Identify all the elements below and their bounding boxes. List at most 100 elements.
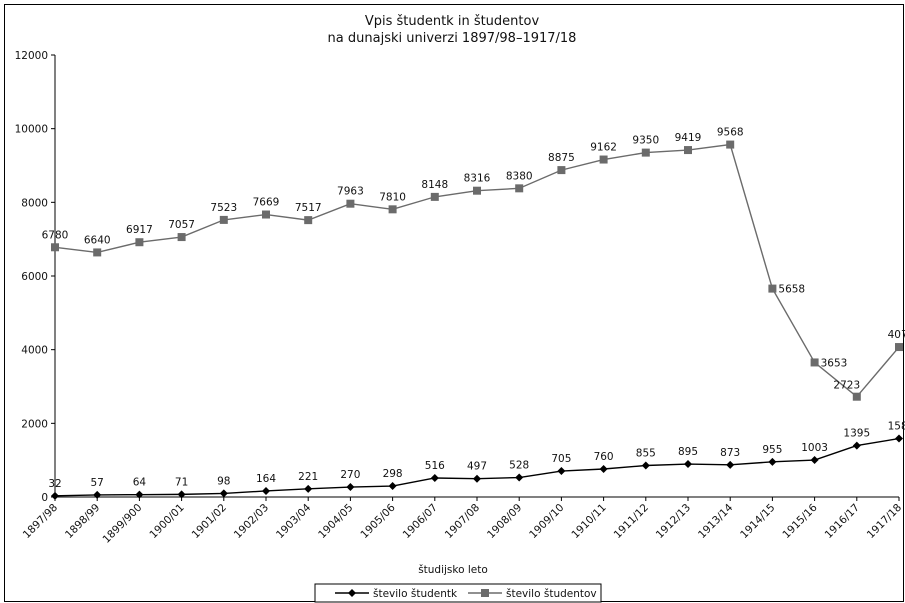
x-axis-label: študijsko leto	[418, 564, 488, 576]
data-point-diamond	[895, 434, 903, 443]
data-point-square	[726, 140, 735, 149]
data-label: 164	[256, 473, 276, 485]
data-label: 221	[298, 471, 318, 483]
data-label: 9568	[717, 127, 744, 139]
chart-frame	[4, 4, 904, 602]
data-point-diamond	[135, 490, 144, 499]
data-point-diamond	[515, 473, 524, 482]
data-label: 7057	[168, 219, 195, 231]
data-point-square	[768, 284, 777, 293]
x-tick-label: 1897/98	[21, 502, 60, 541]
legend-marker-diamond-icon	[348, 589, 356, 597]
data-label: 7963	[337, 186, 364, 198]
data-point-square	[219, 215, 228, 224]
data-point-diamond	[93, 490, 102, 499]
data-label: 1588	[888, 421, 905, 433]
x-tick-label: 1913/14	[696, 501, 736, 541]
x-tick-label: 1912/13	[654, 502, 693, 541]
legend-marker-square-icon	[481, 589, 489, 597]
legend-label-students-m: število študentov	[506, 588, 597, 600]
data-point-square	[262, 210, 270, 219]
data-label: 6640	[84, 234, 111, 246]
data-label: 4071	[888, 329, 905, 341]
data-point-square	[346, 199, 355, 208]
x-tick-label: 1900/01	[147, 502, 186, 541]
x-tick-label: 1899/900	[100, 502, 144, 546]
data-point-diamond	[262, 486, 270, 495]
data-point-diamond	[557, 467, 566, 476]
x-tick-label: 1909/10	[527, 502, 566, 541]
data-point-square	[810, 358, 819, 367]
data-label: 9162	[590, 142, 617, 154]
data-point-diamond	[473, 474, 481, 483]
data-label: 57	[91, 477, 104, 489]
y-ticks: 0 2000 4000 6000 8000 10000 12000	[15, 50, 55, 504]
data-point-diamond	[219, 489, 228, 498]
data-label: 855	[636, 448, 656, 460]
data-point-square	[388, 205, 397, 214]
y-tick-label: 2000	[21, 418, 48, 430]
data-label: 71	[175, 476, 188, 488]
data-point-diamond	[768, 457, 777, 466]
series-group: 32 57 64 71 98 164 221 270 298 516 497 528 705 760 855…	[42, 127, 905, 500]
data-point-square	[599, 155, 608, 164]
data-label: 3653	[821, 357, 848, 369]
axes	[54, 55, 899, 498]
data-label: 497	[467, 461, 487, 473]
data-label: 705	[551, 453, 571, 465]
x-tick-label: 1917/18	[865, 502, 904, 541]
y-tick-label: 10000	[15, 124, 48, 136]
data-label: 7517	[295, 202, 322, 214]
data-label: 2723	[833, 380, 860, 392]
data-label: 1395	[843, 428, 870, 440]
data-point-diamond	[599, 465, 608, 474]
data-point-diamond	[684, 460, 692, 469]
series-students-f: 32 57 64 71 98 164 221 270 298 516 497 528 705 760 855…	[48, 421, 905, 500]
data-label: 8380	[506, 170, 533, 182]
x-tick-label: 1911/12	[612, 502, 651, 541]
data-label: 7669	[253, 197, 280, 209]
data-label: 528	[509, 460, 529, 472]
x-tick-label: 1898/99	[63, 502, 102, 541]
x-tick-label: 1908/09	[485, 502, 524, 541]
data-point-diamond	[641, 461, 650, 470]
data-point-diamond	[346, 483, 355, 492]
data-point-diamond	[852, 441, 861, 450]
y-tick-label: 6000	[21, 271, 48, 283]
data-point-square	[430, 192, 439, 201]
data-label: 7810	[379, 191, 406, 203]
x-tick-label: 1910/11	[569, 502, 608, 541]
data-label: 270	[340, 469, 360, 481]
x-tick-label: 1907/08	[443, 502, 482, 541]
data-label: 7523	[210, 202, 237, 214]
legend: število študentk število študentov	[314, 583, 602, 603]
x-tick-label: 1903/04	[274, 501, 314, 541]
data-label: 8875	[548, 152, 575, 164]
data-label: 9419	[675, 132, 702, 144]
data-label: 895	[678, 446, 698, 458]
data-point-square	[51, 243, 59, 252]
data-point-square	[177, 233, 186, 242]
data-label: 516	[425, 460, 445, 472]
chart-title-line1: Vpis študentk in študentov	[365, 14, 540, 29]
data-label: 64	[133, 477, 147, 489]
data-label: 873	[720, 447, 740, 459]
data-point-square	[557, 166, 566, 175]
data-point-diamond	[388, 482, 397, 491]
data-point-diamond	[304, 484, 313, 493]
data-point-square	[852, 392, 861, 401]
data-point-diamond	[430, 473, 439, 482]
data-label: 298	[383, 468, 403, 480]
data-label: 5658	[778, 284, 805, 296]
x-tick-label: 1901/02	[190, 502, 229, 541]
data-point-diamond	[51, 491, 59, 500]
data-point-square	[895, 343, 903, 352]
y-tick-label: 0	[41, 492, 48, 504]
data-label: 8316	[464, 173, 491, 185]
data-point-diamond	[810, 456, 819, 465]
data-point-square	[641, 148, 650, 157]
legend-label-students-f: število študentk	[373, 588, 458, 600]
data-point-diamond	[726, 460, 735, 469]
data-label: 98	[217, 475, 230, 487]
y-tick-label: 4000	[21, 345, 48, 357]
